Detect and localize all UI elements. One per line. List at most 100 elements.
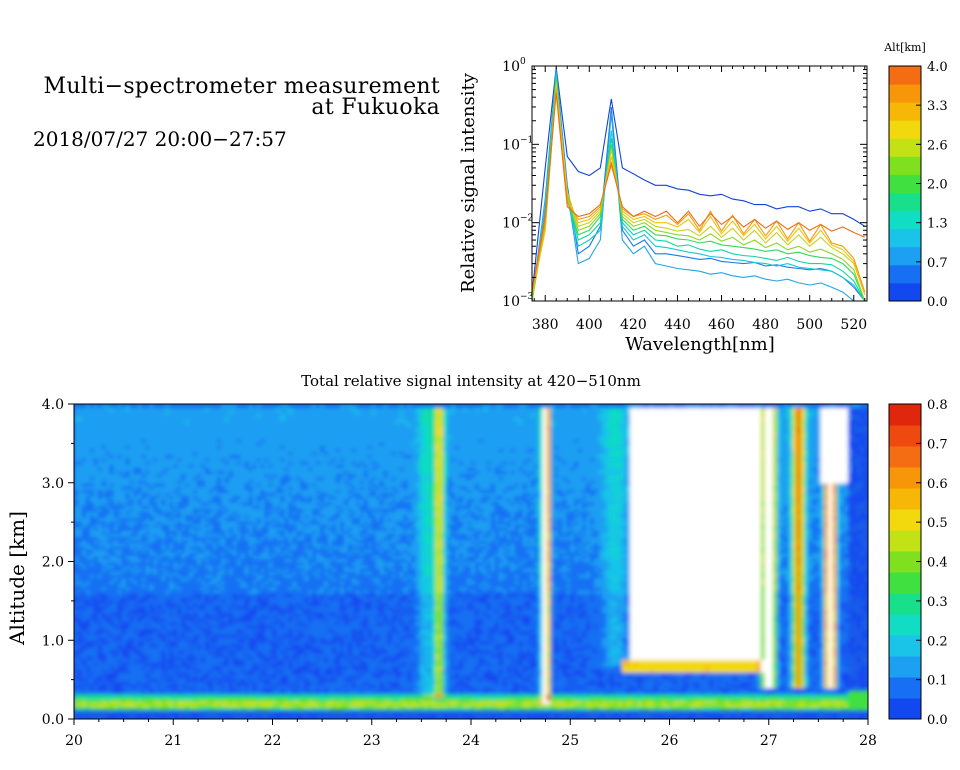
heatmap-cell <box>153 454 159 459</box>
heatmap-cell <box>145 542 151 547</box>
heatmap-cell <box>240 548 246 553</box>
heatmap-cell <box>85 492 91 497</box>
heatmap-cell <box>232 485 238 490</box>
heatmap-cell <box>173 611 178 616</box>
heatmap-cell <box>209 482 214 487</box>
heatmap-cell <box>209 539 214 544</box>
heatmap-cell <box>197 429 202 434</box>
heatmap-cell <box>236 618 242 623</box>
heatmap-cell <box>173 548 178 553</box>
heatmap-cell <box>177 697 182 701</box>
heatmap-cell <box>97 700 103 705</box>
heatmap-cell <box>74 489 79 493</box>
heatmap-cell <box>117 580 123 585</box>
heatmap-cell <box>109 646 115 651</box>
heatmap-cell <box>113 602 119 607</box>
heatmap-cell <box>205 652 210 657</box>
heatmap-cell <box>89 482 95 487</box>
heatmap-cell <box>193 715 198 719</box>
heatmap-cell <box>205 697 210 701</box>
heatmap-cell <box>232 419 238 424</box>
heatmap-cell <box>137 552 143 556</box>
heatmap-cell <box>74 407 79 412</box>
heatmap-cell <box>133 470 139 475</box>
heatmap-cell <box>89 548 95 553</box>
heatmap-cell <box>185 593 190 597</box>
heatmap-cell <box>121 558 127 563</box>
heatmap-cell <box>113 652 119 657</box>
heatmap-cell <box>89 674 95 679</box>
heatmap-cell <box>113 514 119 519</box>
heatmap-cell <box>89 627 95 632</box>
altitude-colorbar-swatch <box>889 138 921 157</box>
heatmap-cell <box>197 514 202 519</box>
heatmap-cell <box>97 435 103 440</box>
heatmap-cell <box>220 520 226 525</box>
heatmap-cell <box>93 482 99 487</box>
heatmap-cell <box>157 555 163 560</box>
heatmap-cell <box>189 602 194 607</box>
heatmap-cell <box>93 530 99 534</box>
heatmap-cell <box>133 492 139 497</box>
heatmap-cell <box>149 523 155 528</box>
heatmap-cell <box>177 495 182 500</box>
heatmap-cell <box>85 558 91 563</box>
heatmap-cell <box>185 485 190 490</box>
heatmap-cell <box>133 627 139 632</box>
heatmap-cell <box>137 596 143 601</box>
heatmap-cell <box>220 419 226 424</box>
heatmap-cell <box>125 643 131 648</box>
heatmap-cell <box>197 539 202 544</box>
heatmap-cell <box>232 460 238 465</box>
spectrum-y-tick-label: 10 <box>502 137 520 153</box>
heatmap-cell <box>113 530 119 534</box>
heatmap-cell <box>81 700 87 705</box>
heatmap-cell <box>137 479 143 484</box>
heatmap-cell <box>74 511 79 516</box>
heatmap-cell <box>209 520 214 525</box>
heatmap-cell <box>185 444 190 449</box>
heatmap-cell <box>121 577 127 582</box>
heatmap-cell <box>185 627 190 632</box>
heatmap-cell <box>209 637 214 642</box>
heatmap-cell <box>205 615 210 619</box>
heatmap-cell <box>153 586 159 591</box>
heatmap-cell <box>197 552 202 556</box>
heatmap-cell <box>216 454 222 459</box>
heatmap-cell <box>181 555 186 560</box>
heatmap-cell <box>145 706 151 711</box>
heatmap-cell <box>93 448 99 453</box>
heatmap-cell <box>205 627 210 632</box>
heatmap-cell <box>205 640 210 645</box>
heatmap-cell <box>129 665 135 670</box>
heatmap-cell <box>97 706 103 711</box>
altitude-colorbar-swatch <box>889 264 921 284</box>
heatmap-cell <box>209 429 214 434</box>
heatmap-cell <box>105 615 111 619</box>
heatmap-cell <box>224 463 230 468</box>
heatmap-cell <box>141 485 147 490</box>
heatmap-cell <box>177 552 182 556</box>
heatmap-cell <box>193 410 198 415</box>
heatmap-cell <box>161 454 167 459</box>
heatmap-cell <box>205 548 210 553</box>
heatmap-cell <box>157 523 163 528</box>
heatmap-cell <box>137 599 143 604</box>
heatmap-cell <box>197 706 202 711</box>
heatmap-cell <box>133 460 139 465</box>
heatmap-cell <box>137 514 143 519</box>
heatmap-cell <box>101 555 107 560</box>
heatmap-cell <box>209 473 214 478</box>
heatmap-cell <box>209 687 214 692</box>
heatmap-cell <box>81 697 87 701</box>
heatmap-cell <box>93 422 99 427</box>
heatmap-cell <box>209 599 214 604</box>
heatmap-cell <box>197 674 202 679</box>
heatmap-cell <box>78 507 83 512</box>
heatmap-cell <box>93 618 99 623</box>
heatmap-cell <box>189 454 194 459</box>
heatmap-cell <box>209 561 214 566</box>
heatmap-cell <box>228 498 234 503</box>
heatmap-cell <box>133 633 139 638</box>
heatmap-cell <box>201 410 206 415</box>
